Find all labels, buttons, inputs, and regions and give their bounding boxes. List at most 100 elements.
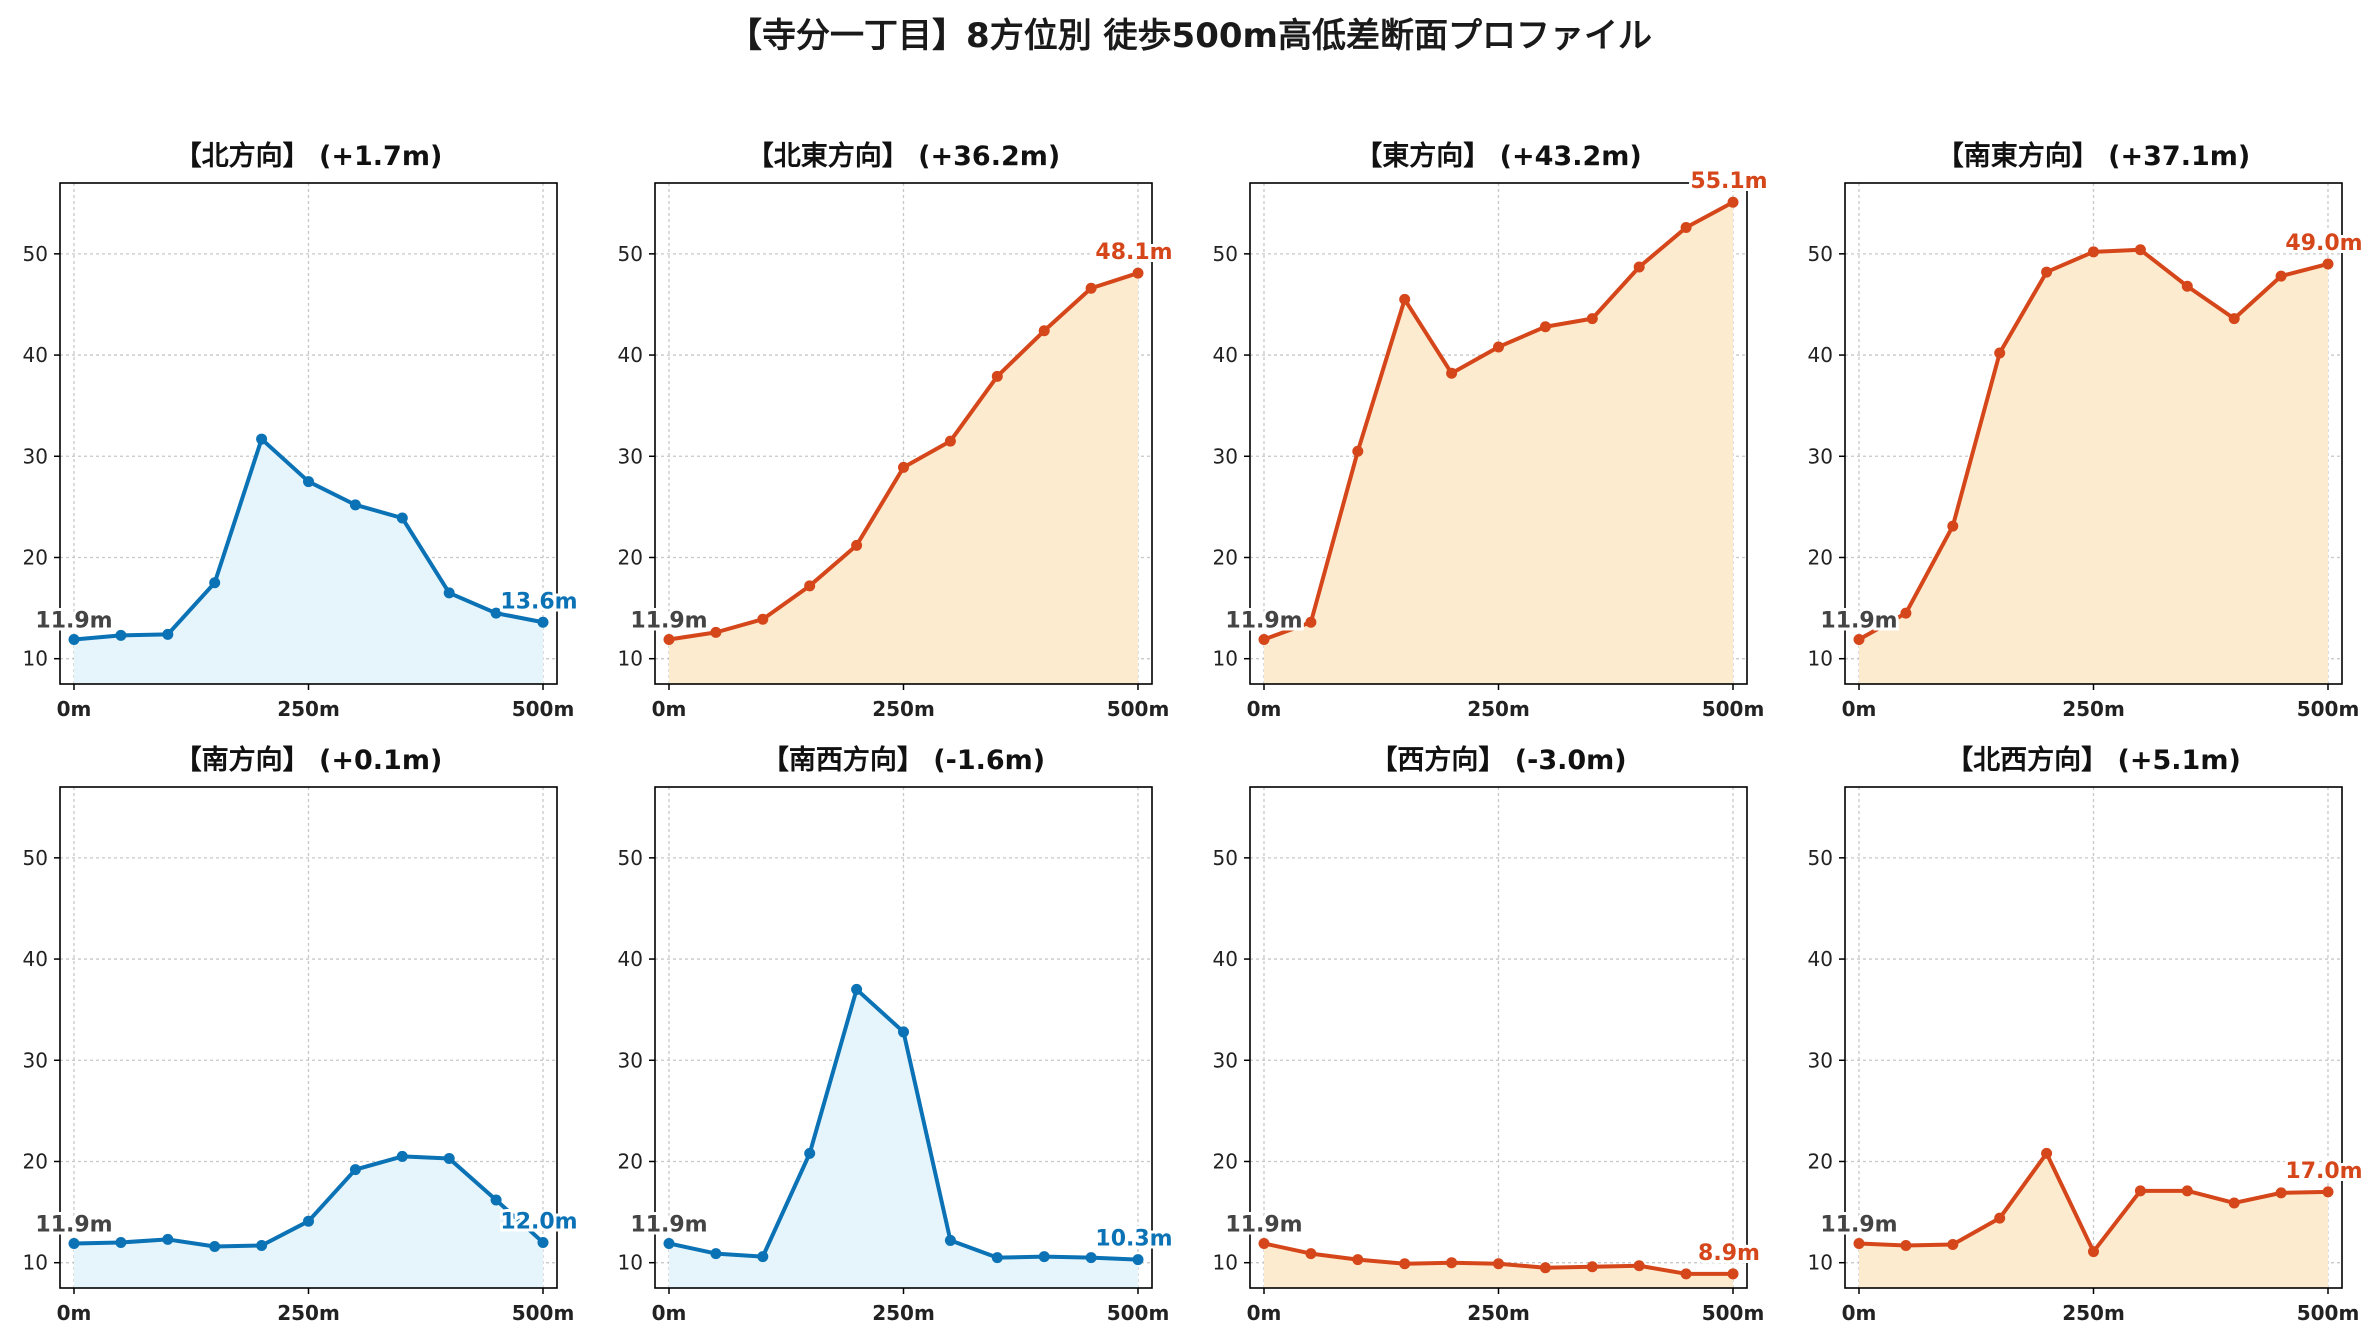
y-tick-label: 10 xyxy=(1808,1251,1833,1275)
x-tick-label: 0m xyxy=(1247,1301,1282,1325)
panel-title: 【北東方向】 (+36.2m) xyxy=(747,140,1060,172)
panel-title: 【西方向】 (-3.0m) xyxy=(1370,744,1626,776)
data-point xyxy=(443,1152,455,1164)
data-point xyxy=(710,626,722,638)
data-point xyxy=(2134,244,2146,256)
data-point xyxy=(2134,1185,2146,1197)
y-tick-label: 50 xyxy=(618,846,643,870)
data-point xyxy=(1085,282,1097,294)
data-point xyxy=(2181,1185,2193,1197)
area-fill xyxy=(1859,1153,2328,1288)
data-point xyxy=(991,1252,1003,1264)
data-point xyxy=(1258,633,1270,645)
x-tick-label: 0m xyxy=(57,1301,92,1325)
data-point xyxy=(804,1147,816,1159)
data-point xyxy=(68,1237,80,1249)
x-tick-label: 250m xyxy=(2062,697,2125,721)
x-tick-label: 250m xyxy=(277,697,340,721)
y-tick-label: 50 xyxy=(1213,846,1238,870)
x-tick-label: 0m xyxy=(57,697,92,721)
area-fill xyxy=(74,439,543,684)
x-tick-label: 500m xyxy=(2297,697,2360,721)
data-point xyxy=(537,1236,549,1248)
plot-frame xyxy=(1249,786,1748,1289)
y-tick-label: 50 xyxy=(1213,242,1238,266)
panel-title: 【北方向】 (+1.7m) xyxy=(175,140,443,172)
y-tick-label: 10 xyxy=(1213,1251,1238,1275)
data-point xyxy=(1399,1258,1411,1270)
data-point xyxy=(991,370,1003,382)
data-point xyxy=(1586,1261,1598,1273)
data-point xyxy=(1085,1252,1097,1264)
x-tick-label: 500m xyxy=(1107,1301,1170,1325)
x-tick-label: 500m xyxy=(512,1301,575,1325)
area-fill xyxy=(1859,249,2328,685)
data-point xyxy=(396,1150,408,1162)
y-tick-label: 20 xyxy=(1808,1149,1833,1173)
x-tick-label: 500m xyxy=(1107,697,1170,721)
data-point xyxy=(2275,1187,2287,1199)
y-tick-label: 40 xyxy=(23,343,48,367)
y-tick-label: 20 xyxy=(23,1149,48,1173)
y-tick-label: 20 xyxy=(1808,545,1833,569)
y-tick-label: 10 xyxy=(23,1251,48,1275)
data-point xyxy=(349,1164,361,1176)
y-tick-label: 30 xyxy=(1213,444,1238,468)
area-fill xyxy=(669,989,1138,1288)
y-tick-label: 50 xyxy=(618,242,643,266)
data-point xyxy=(1399,293,1411,305)
data-point xyxy=(2228,1197,2240,1209)
panel-title: 【南方向】 (+0.1m) xyxy=(175,744,443,776)
x-tick-label: 250m xyxy=(2062,1301,2125,1325)
data-point xyxy=(804,580,816,592)
x-tick-label: 500m xyxy=(1702,1301,1765,1325)
data-point xyxy=(490,1194,502,1206)
y-tick-label: 30 xyxy=(23,1048,48,1072)
data-point xyxy=(2041,1147,2053,1159)
y-tick-label: 20 xyxy=(1213,1149,1238,1173)
data-point xyxy=(2322,258,2334,270)
y-tick-label: 30 xyxy=(1213,1048,1238,1072)
data-point xyxy=(209,1241,221,1253)
y-tick-label: 50 xyxy=(1808,846,1833,870)
data-point xyxy=(2088,1246,2099,1258)
data-point xyxy=(209,577,221,589)
y-tick-label: 30 xyxy=(618,1048,643,1072)
data-point xyxy=(1493,341,1504,353)
data-point xyxy=(1633,1260,1645,1272)
data-point xyxy=(1539,321,1551,333)
data-point xyxy=(944,1234,956,1246)
area-fill xyxy=(669,273,1138,684)
data-point xyxy=(2181,280,2193,292)
y-tick-label: 20 xyxy=(618,1149,643,1173)
x-tick-label: 250m xyxy=(872,1301,935,1325)
data-point xyxy=(2228,313,2240,325)
data-point xyxy=(1727,196,1739,208)
start-elevation-label: 11.9m xyxy=(630,1212,707,1237)
data-point xyxy=(2088,246,2099,258)
data-point xyxy=(115,1236,127,1248)
x-tick-label: 250m xyxy=(277,1301,340,1325)
y-tick-label: 10 xyxy=(1213,647,1238,671)
data-point xyxy=(162,1233,174,1245)
data-point xyxy=(115,629,127,641)
data-point xyxy=(944,435,956,447)
data-point xyxy=(68,633,80,645)
x-tick-label: 500m xyxy=(512,697,575,721)
y-tick-label: 40 xyxy=(618,947,643,971)
y-tick-label: 40 xyxy=(23,947,48,971)
x-tick-label: 0m xyxy=(1842,697,1877,721)
data-point xyxy=(1680,1268,1692,1280)
data-point xyxy=(2322,1186,2334,1198)
x-tick-label: 0m xyxy=(1247,697,1282,721)
data-point xyxy=(1305,1248,1317,1260)
data-point xyxy=(2041,266,2053,278)
end-elevation-label: 13.6m xyxy=(500,589,577,614)
start-elevation-label: 11.9m xyxy=(1820,608,1897,633)
panel-title: 【南西方向】 (-1.6m) xyxy=(762,744,1045,776)
